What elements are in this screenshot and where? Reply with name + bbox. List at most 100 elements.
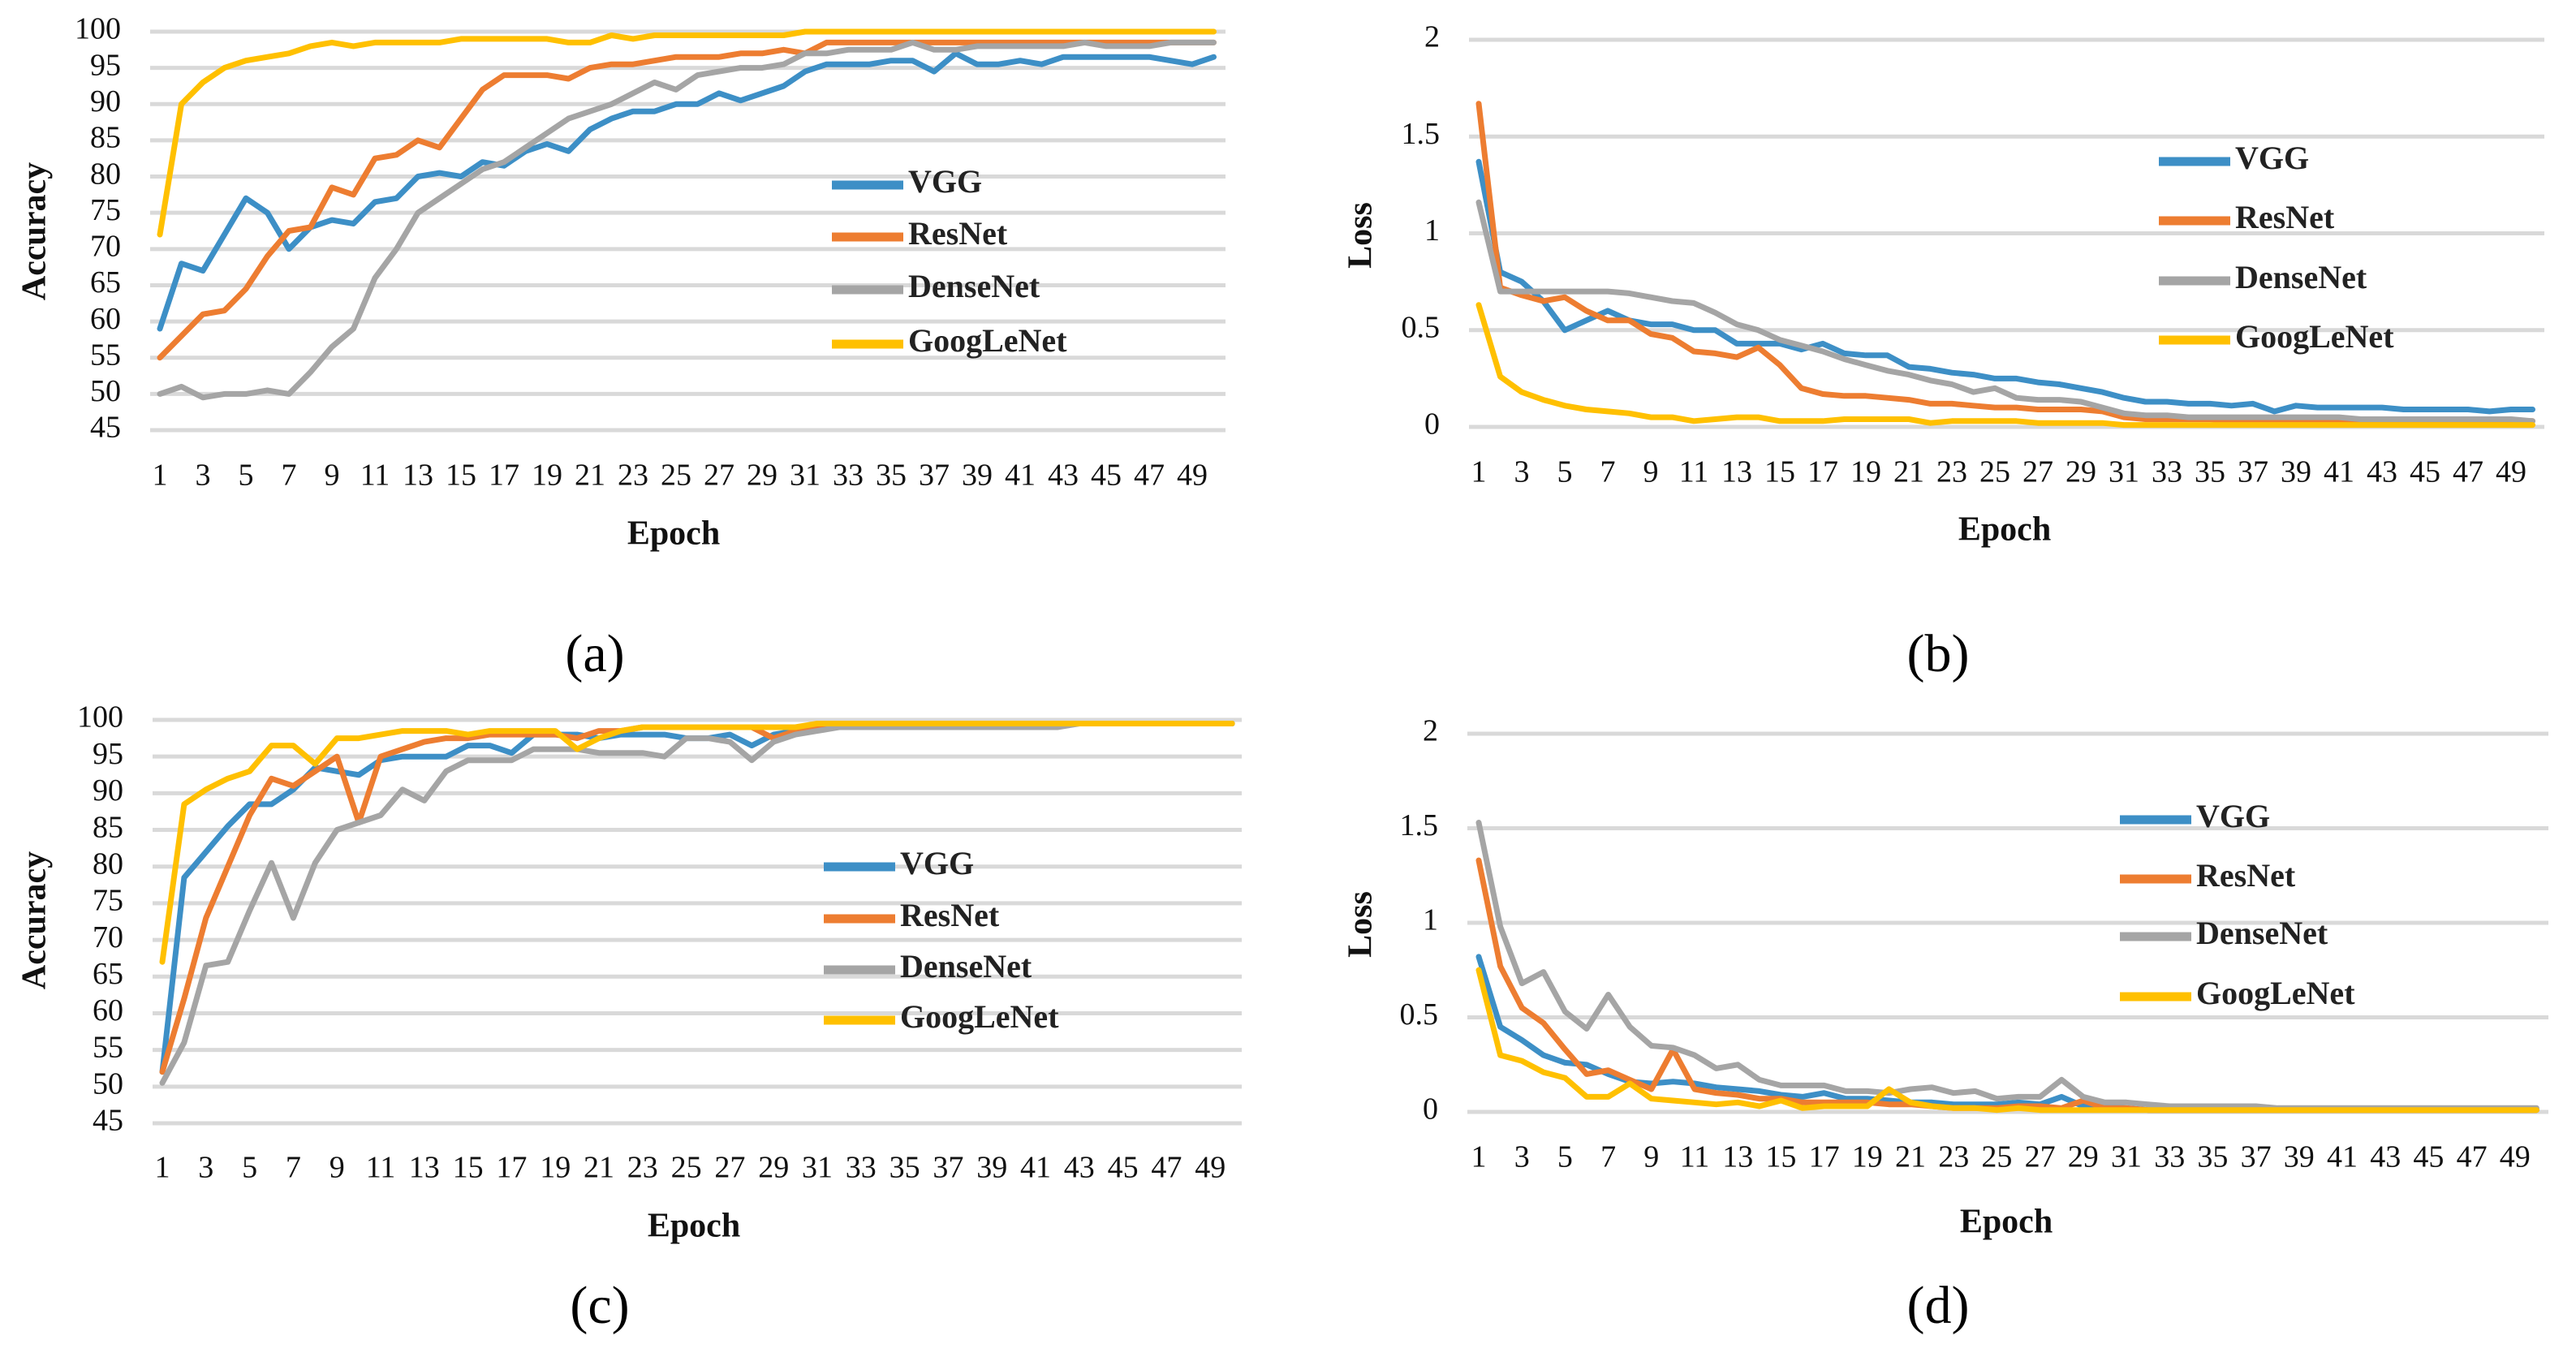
x-tick-label: 11 <box>1680 1140 1710 1174</box>
series-line-densenet <box>157 39 1217 401</box>
series-line-resnet <box>1475 101 2535 424</box>
x-tick-label: 33 <box>833 459 864 493</box>
x-tick-label: 39 <box>976 1151 1007 1185</box>
x-tick-label: 23 <box>1938 1140 1969 1174</box>
x-tick-label: 27 <box>2025 1140 2056 1174</box>
x-tick-label: 35 <box>890 1151 920 1185</box>
x-tick-label: 13 <box>1721 455 1752 489</box>
legend-label: GoogLeNet <box>908 322 1067 359</box>
x-tick-label: 7 <box>1600 455 1616 489</box>
x-tick-label: 35 <box>2197 1140 2228 1174</box>
legend-label: VGG <box>2196 798 2270 834</box>
series-line-googlenet <box>157 28 1217 238</box>
x-tick-label: 39 <box>2284 1140 2315 1174</box>
y-tick-label: 45 <box>93 1104 123 1138</box>
y-axis-title: Loss <box>1342 891 1380 958</box>
y-tick-label: 45 <box>90 411 121 445</box>
x-tick-label: 31 <box>2109 455 2139 489</box>
y-tick-label: 95 <box>90 48 121 82</box>
x-tick-label: 17 <box>1809 1140 1840 1174</box>
y-tick-label: 1 <box>1423 903 1438 937</box>
x-tick-label: 15 <box>446 459 476 493</box>
x-tick-label: 35 <box>2195 455 2225 489</box>
x-tick-label: 47 <box>1151 1151 1182 1185</box>
x-tick-label: 47 <box>2453 455 2483 489</box>
y-tick-label: 75 <box>93 884 123 918</box>
x-tick-label: 27 <box>2022 455 2053 489</box>
x-tick-label: 45 <box>2413 1140 2444 1174</box>
x-tick-label: 7 <box>1600 1140 1616 1174</box>
y-tick-label: 70 <box>93 920 123 954</box>
y-tick-label: 90 <box>93 773 123 808</box>
x-tick-label: 21 <box>575 459 605 493</box>
panel-label: (c) <box>570 1276 629 1335</box>
legend-label: GoogLeNet <box>2235 318 2394 355</box>
y-tick-label: 100 <box>77 700 123 735</box>
x-tick-label: 33 <box>2154 1140 2185 1174</box>
legend-label: GoogLeNet <box>2196 975 2355 1011</box>
y-axis-title: Loss <box>1342 202 1380 269</box>
x-tick-label: 41 <box>2327 1140 2358 1174</box>
series-line-vgg <box>159 721 1235 1075</box>
y-tick-label: 0.5 <box>1400 997 1439 1032</box>
x-tick-label: 19 <box>540 1151 571 1185</box>
y-tick-label: 95 <box>93 737 123 771</box>
x-tick-label: 45 <box>1091 459 1122 493</box>
x-tick-label: 5 <box>239 459 254 493</box>
x-tick-label: 49 <box>1177 459 1208 493</box>
x-tick-label: 7 <box>286 1151 301 1185</box>
x-tick-label: 15 <box>1764 455 1795 489</box>
x-tick-label: 41 <box>2324 455 2354 489</box>
x-tick-label: 23 <box>627 1151 658 1185</box>
x-tick-label: 13 <box>403 459 433 493</box>
x-tick-label: 21 <box>1893 455 1924 489</box>
x-tick-label: 9 <box>325 459 340 493</box>
y-tick-label: 60 <box>93 993 123 1028</box>
x-tick-label: 15 <box>1765 1140 1796 1174</box>
x-tick-label: 17 <box>489 459 519 493</box>
x-tick-label: 29 <box>2068 1140 2099 1174</box>
x-tick-label: 5 <box>1557 1140 1573 1174</box>
x-tick-label: 17 <box>1807 455 1838 489</box>
y-tick-label: 55 <box>93 1030 123 1064</box>
y-tick-label: 0 <box>1423 1092 1438 1127</box>
y-tick-label: 2 <box>1423 714 1438 748</box>
x-tick-label: 11 <box>366 1151 396 1185</box>
series-line-googlenet <box>159 721 1235 965</box>
y-tick-label: 60 <box>90 302 121 336</box>
panel-label: (a) <box>565 624 624 683</box>
y-tick-label: 80 <box>90 157 121 191</box>
x-tick-label: 27 <box>714 1151 745 1185</box>
y-tick-label: 85 <box>93 810 123 844</box>
legend-label: GoogLeNet <box>900 998 1059 1035</box>
series-line-densenet <box>1475 820 2539 1111</box>
y-tick-label: 50 <box>90 374 121 408</box>
x-tick-label: 3 <box>1514 1140 1530 1174</box>
x-tick-label: 11 <box>360 459 390 493</box>
x-tick-label: 49 <box>1195 1151 1226 1185</box>
series-line-googlenet <box>1475 967 2539 1114</box>
chart-panel-d: 00.511.521 3 5 7 9 11 13 15 17 19 21 23 25 27 29 31 33 35… <box>1342 714 2548 1335</box>
x-tick-label: 49 <box>2500 1140 2531 1174</box>
x-tick-label: 19 <box>532 459 562 493</box>
x-tick-label: 1 <box>1471 455 1487 489</box>
x-tick-label: 1 <box>1471 1140 1487 1174</box>
x-tick-label: 25 <box>1981 1140 2012 1174</box>
x-tick-label: 11 <box>1679 455 1709 489</box>
x-tick-label: 33 <box>846 1151 877 1185</box>
x-tick-label: 3 <box>196 459 211 493</box>
x-tick-label: 25 <box>671 1151 702 1185</box>
x-axis-title: Epoch <box>627 515 720 553</box>
x-tick-label: 3 <box>198 1151 213 1185</box>
x-tick-label: 25 <box>661 459 691 493</box>
y-tick-label: 85 <box>90 121 121 155</box>
legend-label: ResNet <box>2235 199 2335 235</box>
panel-label: (b) <box>1907 624 1970 683</box>
x-tick-label: 43 <box>1064 1151 1095 1185</box>
x-tick-label: 19 <box>1850 455 1881 489</box>
legend-label: ResNet <box>2196 857 2296 894</box>
x-tick-label: 21 <box>1895 1140 1926 1174</box>
y-tick-label: 80 <box>93 847 123 881</box>
x-tick-label: 9 <box>1643 455 1659 489</box>
